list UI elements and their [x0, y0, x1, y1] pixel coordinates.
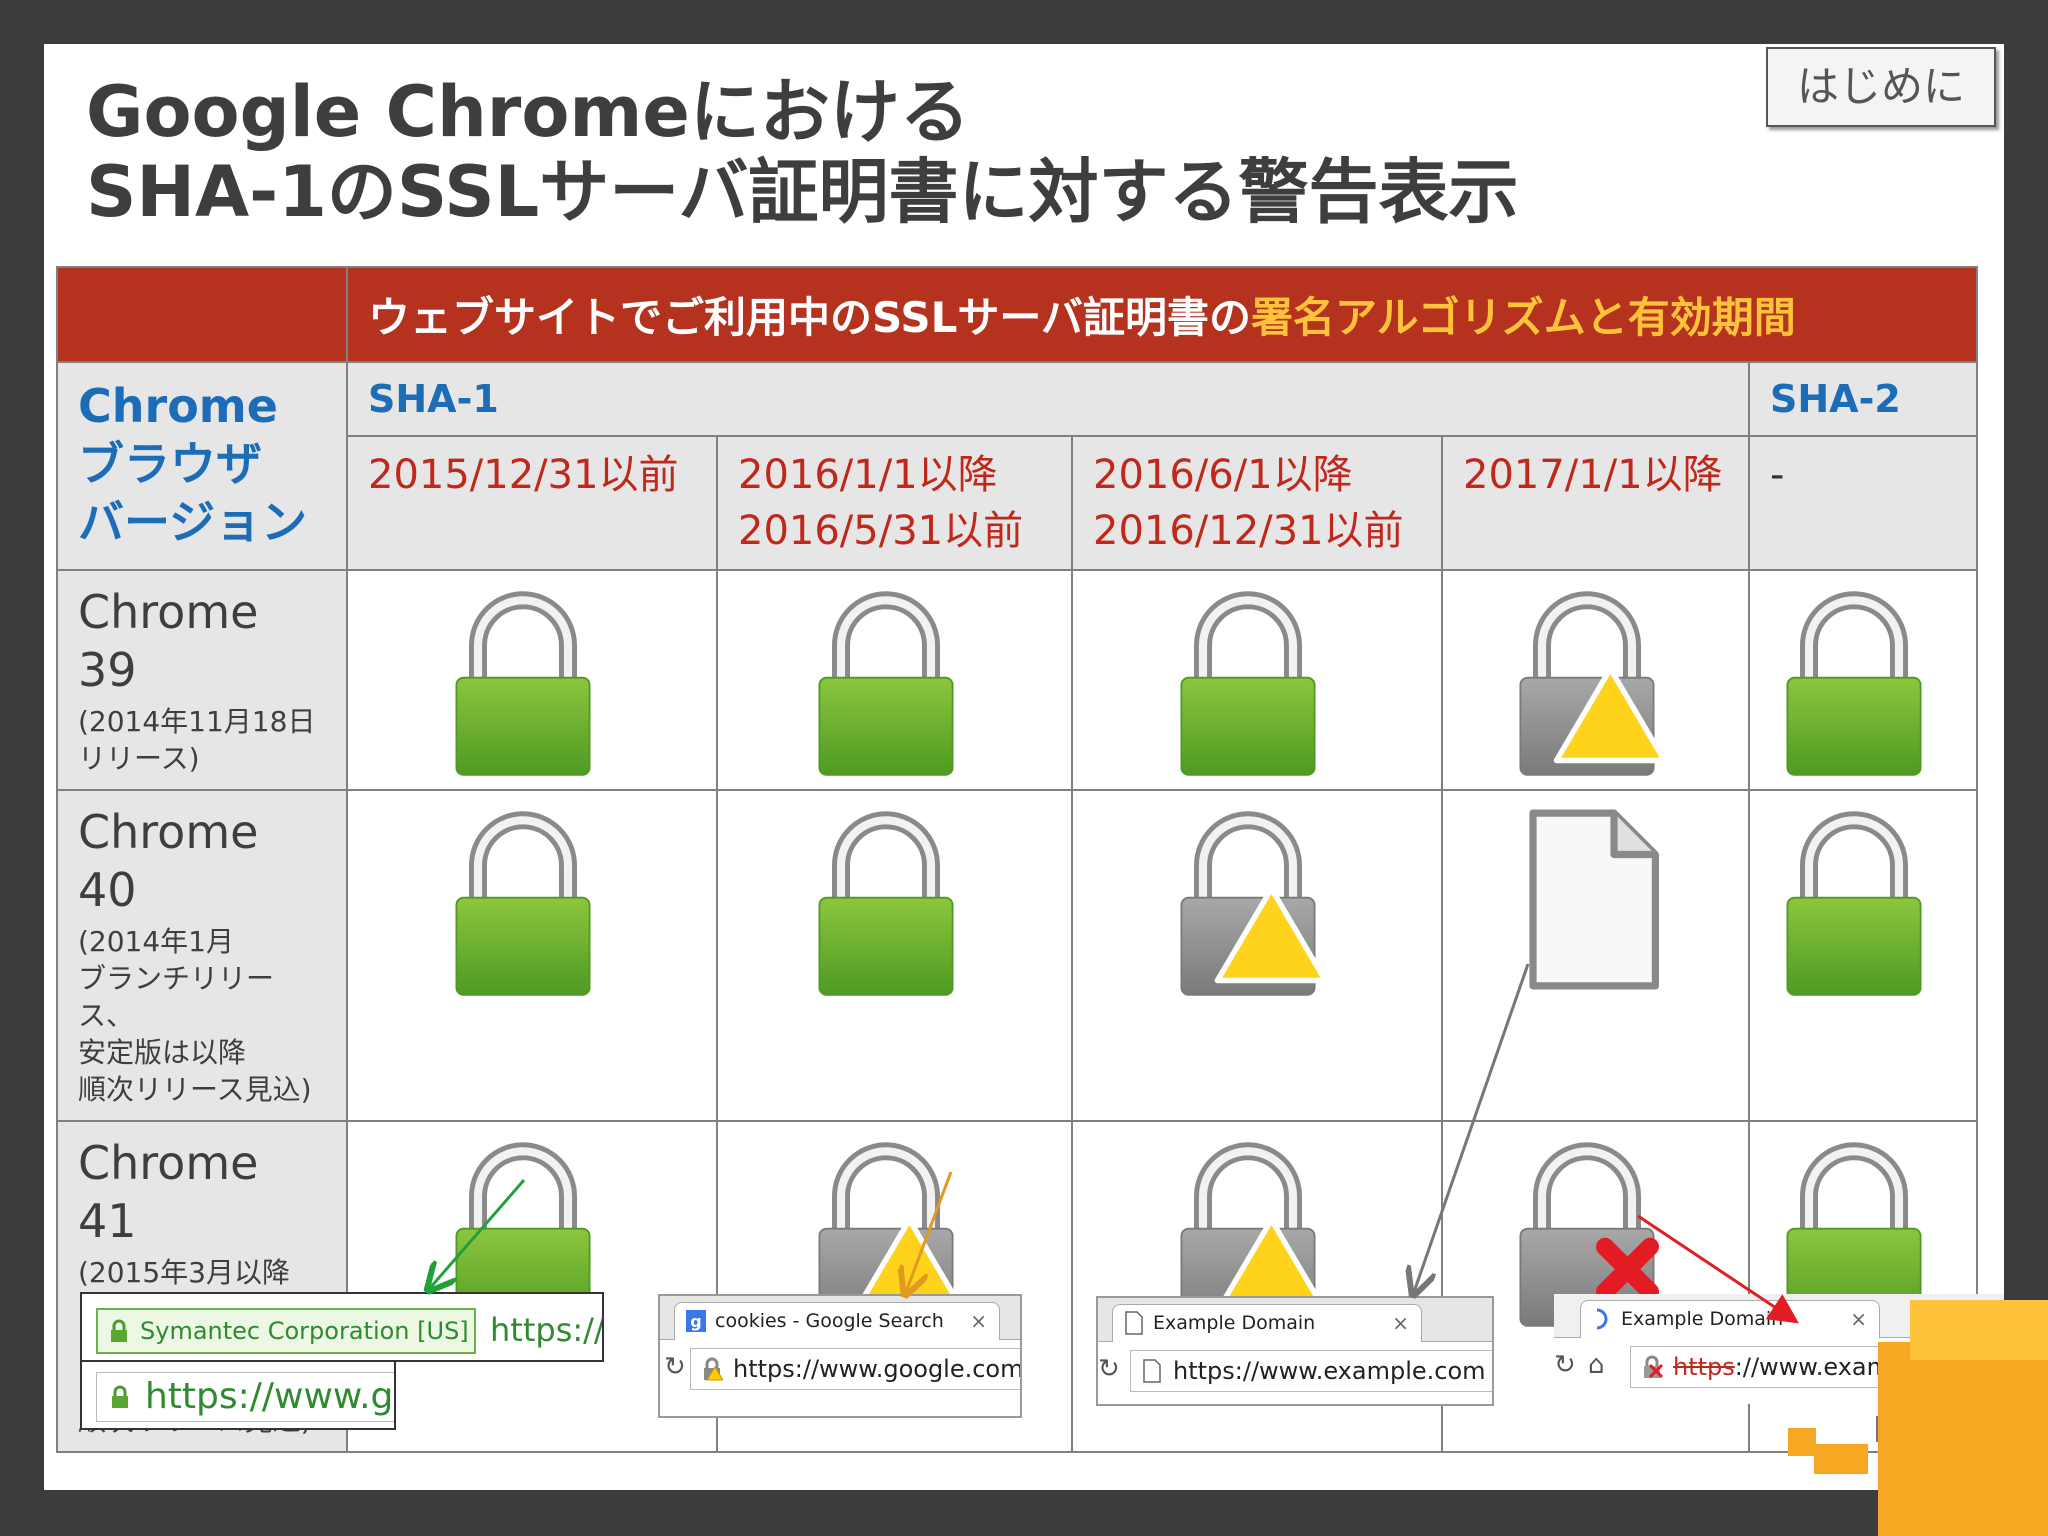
- secure-status-icon: [818, 591, 953, 776]
- status-cell: [346, 569, 718, 791]
- status-cell: [716, 569, 1073, 791]
- table-row: Chrome 40 (2014年1月 ブランチリリース、 安定版は以降 順次リリ…: [56, 789, 1979, 1122]
- decor-corner: [1910, 1300, 2048, 1360]
- header-highlight: 署名アルゴリズムと有効期間: [1250, 293, 1796, 342]
- sha2-label: SHA-2: [1747, 361, 1979, 437]
- row-header-label: Chrome ブラウザ バージョン: [56, 361, 348, 571]
- status-cell: [1441, 789, 1750, 1122]
- warning-browser-example: g cookies - Google Search × ↻ https://ww…: [658, 1294, 1022, 1418]
- sha1-label: SHA-1: [346, 361, 1750, 437]
- secure-status-icon: [455, 811, 591, 996]
- decor-block: [1788, 1428, 1816, 1456]
- google-favicon-icon: g: [686, 1310, 706, 1332]
- green-lock-icon: [112, 1385, 128, 1408]
- version-cell: Chrome 39 (2014年11月18日リリース): [56, 569, 348, 791]
- reload-icon: ↻: [1098, 1354, 1120, 1384]
- header-prefix: ウェブサイトでご利用中のSSLサーバ証明書の: [368, 293, 1251, 342]
- secure-url-text: https://www.g: [145, 1376, 394, 1417]
- secure-status-icon: [1786, 591, 1922, 776]
- tab-title: Example Domain: [1153, 1312, 1316, 1334]
- home-icon: ⌂: [1588, 1350, 1605, 1380]
- address-url: https://www.google.com: [733, 1355, 1022, 1383]
- slide: Google Chromeにおける SHA-1のSSLサーバ証明書に対する警告表…: [44, 44, 2004, 1490]
- status-cell: [716, 789, 1073, 1122]
- sha1-warning-table: ウェブサイトでご利用中のSSLサーバ証明書の署名アルゴリズムと有効期間 Chro…: [56, 266, 1979, 1453]
- section-tag: はじめに: [1766, 47, 1996, 127]
- secure-status-icon: [1180, 591, 1316, 776]
- version-label: Chrome 41: [78, 1136, 259, 1248]
- period-cell: 2016/1/1以降 2016/5/31以前: [716, 435, 1073, 571]
- reload-icon: ↻: [1554, 1350, 1576, 1380]
- status-cell: [1747, 569, 1979, 791]
- version-note: (2014年1月 ブランチリリース、 安定版は以降 順次リリース見込): [78, 925, 312, 1106]
- address-bar: https://www.example.com: [1130, 1350, 1492, 1392]
- close-tab-icon: ×: [1850, 1307, 1867, 1331]
- version-label: Chrome 39: [78, 585, 259, 697]
- tab-title: Example Domain: [1621, 1308, 1784, 1330]
- tab-strip: g cookies - Google Search ×: [660, 1296, 1020, 1340]
- status-cell: [1071, 569, 1443, 791]
- loading-spinner-icon: [1596, 1308, 1608, 1330]
- table-header-row: ウェブサイトでご利用中のSSLサーバ証明書の署名アルゴリズムと有効期間: [56, 266, 1979, 363]
- svg-text:g: g: [690, 1312, 701, 1331]
- secure-status-icon: [1786, 811, 1922, 996]
- version-note: (2014年11月18日リリース): [78, 705, 316, 775]
- slide-title: Google Chromeにおける SHA-1のSSLサーバ証明書に対する警告表…: [86, 72, 1519, 232]
- status-cell: [1747, 789, 1979, 1122]
- warning-status-icon: [1180, 811, 1329, 996]
- secure-url-field: https://www.g: [96, 1372, 394, 1422]
- period-cell: 2017/1/1以降: [1441, 435, 1750, 571]
- version-label: Chrome 40: [78, 805, 259, 917]
- secure-address-bar-example: https://www.g: [80, 1360, 396, 1430]
- ev-badge: Symantec Corporation [US]: [96, 1308, 476, 1354]
- ev-url: https://: [490, 1311, 604, 1349]
- neutral-status-icon: [1528, 809, 1659, 990]
- neutral-browser-example: Example Domain × ↻ https://www.example.c…: [1096, 1296, 1494, 1406]
- browser-tab: Example Domain ×: [1580, 1300, 1880, 1338]
- status-cell: [1071, 789, 1443, 1122]
- tab-strip: Example Domain ×: [1098, 1298, 1492, 1342]
- address-bar: https://www.google.com: [690, 1348, 1022, 1390]
- green-lock-icon: [111, 1319, 127, 1342]
- row-header-text: Chrome ブラウザ バージョン: [78, 379, 308, 549]
- warning-status-icon: [1519, 591, 1667, 776]
- ev-badge-text: Symantec Corporation [US]: [140, 1317, 469, 1345]
- reload-icon: ↻: [664, 1352, 686, 1382]
- ev-address-bar-example: Symantec Corporation [US] https://: [80, 1292, 604, 1362]
- page-icon: [1143, 1359, 1161, 1383]
- algorithm-row: Chrome ブラウザ バージョン SHA-1 SHA-2: [56, 361, 1979, 571]
- title-line-1: Google Chromeにおける: [86, 71, 970, 153]
- table-row: Chrome 39 (2014年11月18日リリース): [56, 569, 1979, 791]
- status-cell: [1441, 569, 1750, 791]
- period-cell: 2015/12/31以前: [346, 435, 718, 571]
- version-cell: Chrome 40 (2014年1月 ブランチリリース、 安定版は以降 順次リリ…: [56, 789, 348, 1122]
- decor-block: [1814, 1444, 1868, 1474]
- broken-lock-icon: [1644, 1355, 1663, 1379]
- lock-warning-icon: [704, 1357, 723, 1381]
- browser-tab: g cookies - Google Search ×: [674, 1302, 1000, 1340]
- status-cell: [346, 789, 718, 1122]
- close-tab-icon: ×: [1392, 1311, 1409, 1335]
- address-url-scheme: https: [1673, 1353, 1735, 1381]
- period-cell: -: [1747, 435, 1979, 571]
- decor-corner: [1878, 1342, 2048, 1536]
- title-line-2: SHA-1のSSLサーバ証明書に対する警告表示: [86, 151, 1519, 233]
- tab-title: cookies - Google Search: [715, 1310, 944, 1332]
- header-corner: [56, 266, 348, 363]
- period-cell: 2016/6/1以降 2016/12/31以前: [1071, 435, 1443, 571]
- browser-tab: Example Domain ×: [1112, 1304, 1422, 1342]
- address-url: https://www.example.com: [1173, 1357, 1486, 1385]
- close-tab-icon: ×: [970, 1309, 987, 1333]
- secure-status-icon: [818, 811, 953, 996]
- header-title: ウェブサイトでご利用中のSSLサーバ証明書の署名アルゴリズムと有効期間: [345, 266, 1979, 363]
- period-row: 2015/12/31以前 2016/1/1以降 2016/5/31以前 2016…: [57, 435, 1979, 571]
- secure-status-icon: [455, 591, 591, 776]
- page-favicon-icon: [1125, 1311, 1143, 1335]
